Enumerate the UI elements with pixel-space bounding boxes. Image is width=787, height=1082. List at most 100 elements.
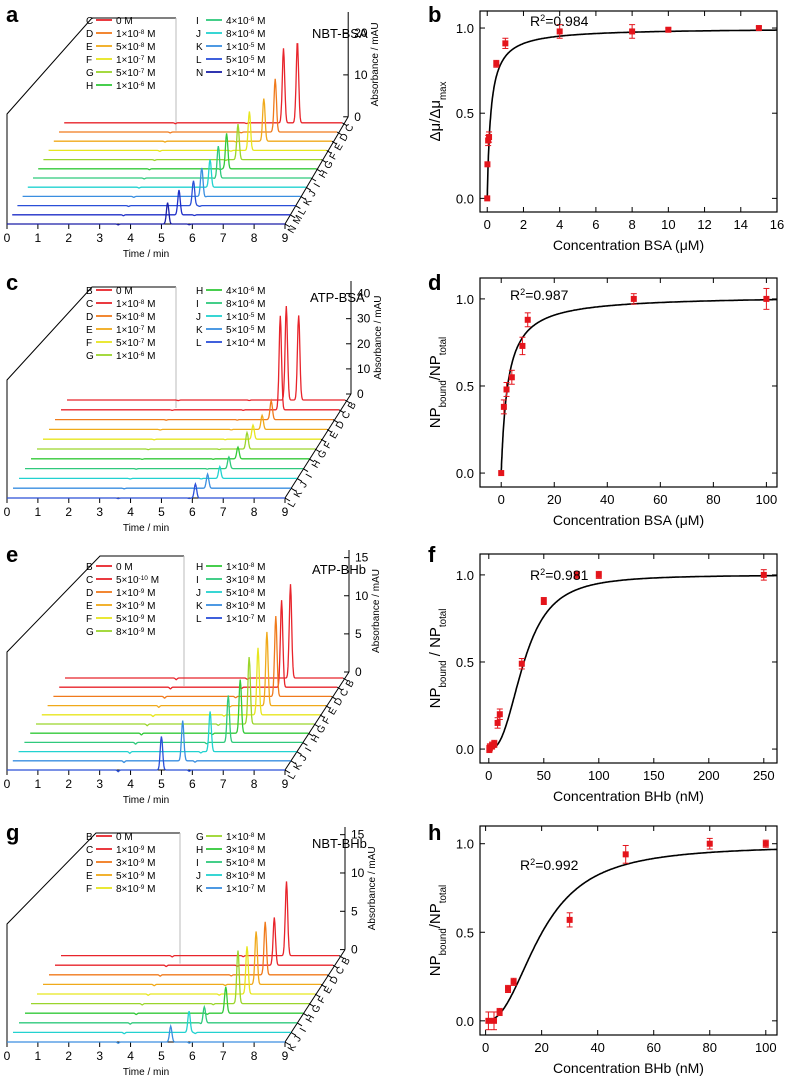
- x-tick-label: 4: [556, 217, 563, 232]
- x-tick-label: 5: [158, 777, 165, 791]
- x-tick-label: 0: [4, 1049, 11, 1063]
- trace-letter: K: [292, 761, 305, 773]
- y-tick-label: 5: [355, 627, 362, 641]
- legend-key: H: [196, 562, 203, 573]
- x-tick-label: 0: [498, 492, 505, 507]
- z-tick: [307, 732, 314, 737]
- trace-G: [37, 430, 315, 451]
- legend-label: 0 M: [116, 286, 133, 297]
- panel-letter-c: c: [6, 270, 18, 295]
- legend-key: I: [196, 16, 199, 27]
- legend-label: 1×10-4 M: [226, 68, 265, 80]
- y-tick-label: 15: [351, 828, 365, 842]
- legend-key: J: [196, 588, 201, 599]
- trace-L: [7, 736, 285, 773]
- legend-label: 1×10-9 M: [116, 845, 155, 857]
- x-tick-label: 4: [127, 505, 134, 519]
- trace-H: [30, 679, 309, 736]
- x-tick-label: 60: [653, 492, 667, 507]
- z-tick: [331, 695, 337, 700]
- legend-label: 1×10-7 M: [116, 55, 155, 67]
- data-point: [508, 374, 515, 381]
- legend-key: I: [196, 575, 199, 586]
- x-tick-label: 7: [220, 505, 227, 519]
- y-tick-label: 10: [354, 68, 368, 82]
- z-tick: [321, 159, 327, 164]
- y-axis-label: NPbound/NPtotal: [427, 337, 449, 428]
- x-tick-label: 80: [703, 1040, 717, 1055]
- trace-D: [59, 78, 337, 134]
- y-tick-label: 0.5: [456, 379, 474, 394]
- y-axis-label: Absorbance / mAU: [370, 22, 381, 106]
- x-tick-label: 100: [588, 768, 610, 783]
- trace-D: [49, 921, 327, 977]
- legend-key: D: [86, 312, 93, 323]
- trace-letter: I: [304, 472, 315, 480]
- z-tick: [296, 477, 303, 482]
- trace-C: [64, 43, 343, 125]
- trace-D: [55, 398, 333, 421]
- legend-label: 4×10-6 M: [226, 16, 265, 28]
- legend-label: 8×10-9 M: [116, 627, 155, 639]
- x-tick-label: 14: [734, 217, 748, 232]
- y-axis-label: Δμ/Δμmax: [427, 81, 449, 141]
- x-tick-label: 7: [220, 1049, 227, 1063]
- x-tick-label: 8: [251, 505, 258, 519]
- legend-label: 5×10-9 M: [116, 871, 155, 883]
- data-point: [755, 25, 762, 32]
- data-point: [502, 40, 509, 47]
- legend-key: K: [196, 42, 203, 53]
- legend-key: L: [196, 614, 202, 625]
- fit-curve: [486, 29, 777, 199]
- data-point: [556, 28, 563, 35]
- trace-letter: N: [286, 224, 299, 236]
- legend-key: F: [86, 614, 92, 625]
- data-point: [498, 470, 505, 477]
- legend-label: 3×10-9 M: [116, 601, 155, 613]
- legend-key: K: [196, 884, 203, 895]
- legend-label: 0 M: [116, 16, 133, 27]
- r-squared-annotation: R2=0.984: [530, 13, 589, 29]
- trace-letter: G: [310, 1003, 324, 1015]
- legend-key: B: [86, 562, 93, 573]
- trace-letter: D: [334, 419, 347, 431]
- legend-key: J: [196, 29, 201, 40]
- trace-letter: L: [286, 499, 299, 510]
- y-tick-label: 0: [354, 110, 361, 124]
- x-axis-label: Time / min: [123, 523, 169, 534]
- z-tick: [332, 964, 339, 969]
- legend-label: 1×10-8 M: [226, 562, 265, 574]
- chart-title: NBT-BSA: [312, 26, 368, 41]
- y-axis-label: Absorbance / mAU: [367, 846, 378, 930]
- panel-letter-g: g: [6, 820, 19, 845]
- trace-letter: B: [344, 678, 357, 690]
- z-tick: [290, 487, 297, 492]
- trace-letter: D: [332, 696, 345, 708]
- z-tick: [314, 993, 321, 998]
- data-point: [503, 386, 510, 393]
- x-tick-label: 10: [661, 217, 675, 232]
- legend-label: 5×10-8 M: [226, 858, 265, 870]
- legend-label: 5×10-8 M: [116, 312, 155, 324]
- binding-panel-f: 0 50 100 150 200 250 0.0 0.5 1.0 Concentration BH…: [427, 542, 778, 804]
- z-tick: [331, 140, 338, 145]
- trace-letter: E: [327, 706, 340, 718]
- trace-G: [43, 124, 322, 162]
- x-tick-label: 6: [592, 217, 599, 232]
- data-point: [493, 60, 500, 67]
- y-tick-label: 10: [357, 362, 371, 376]
- data-point: [595, 571, 602, 578]
- trace-J: [18, 711, 297, 755]
- legend-label: 5×10-8 M: [226, 588, 265, 600]
- legend-label: 1×10-9 M: [116, 588, 155, 600]
- x-tick-label: 6: [189, 231, 196, 245]
- trace-letter: E: [333, 141, 346, 153]
- z-tick: [284, 223, 291, 228]
- fit-curve: [500, 298, 777, 474]
- legend-label: 5×10-9 M: [116, 614, 155, 626]
- trace-L: [7, 481, 285, 500]
- x-tick-label: 0: [4, 777, 11, 791]
- trace-J: [27, 159, 306, 189]
- z-tick: [313, 723, 320, 728]
